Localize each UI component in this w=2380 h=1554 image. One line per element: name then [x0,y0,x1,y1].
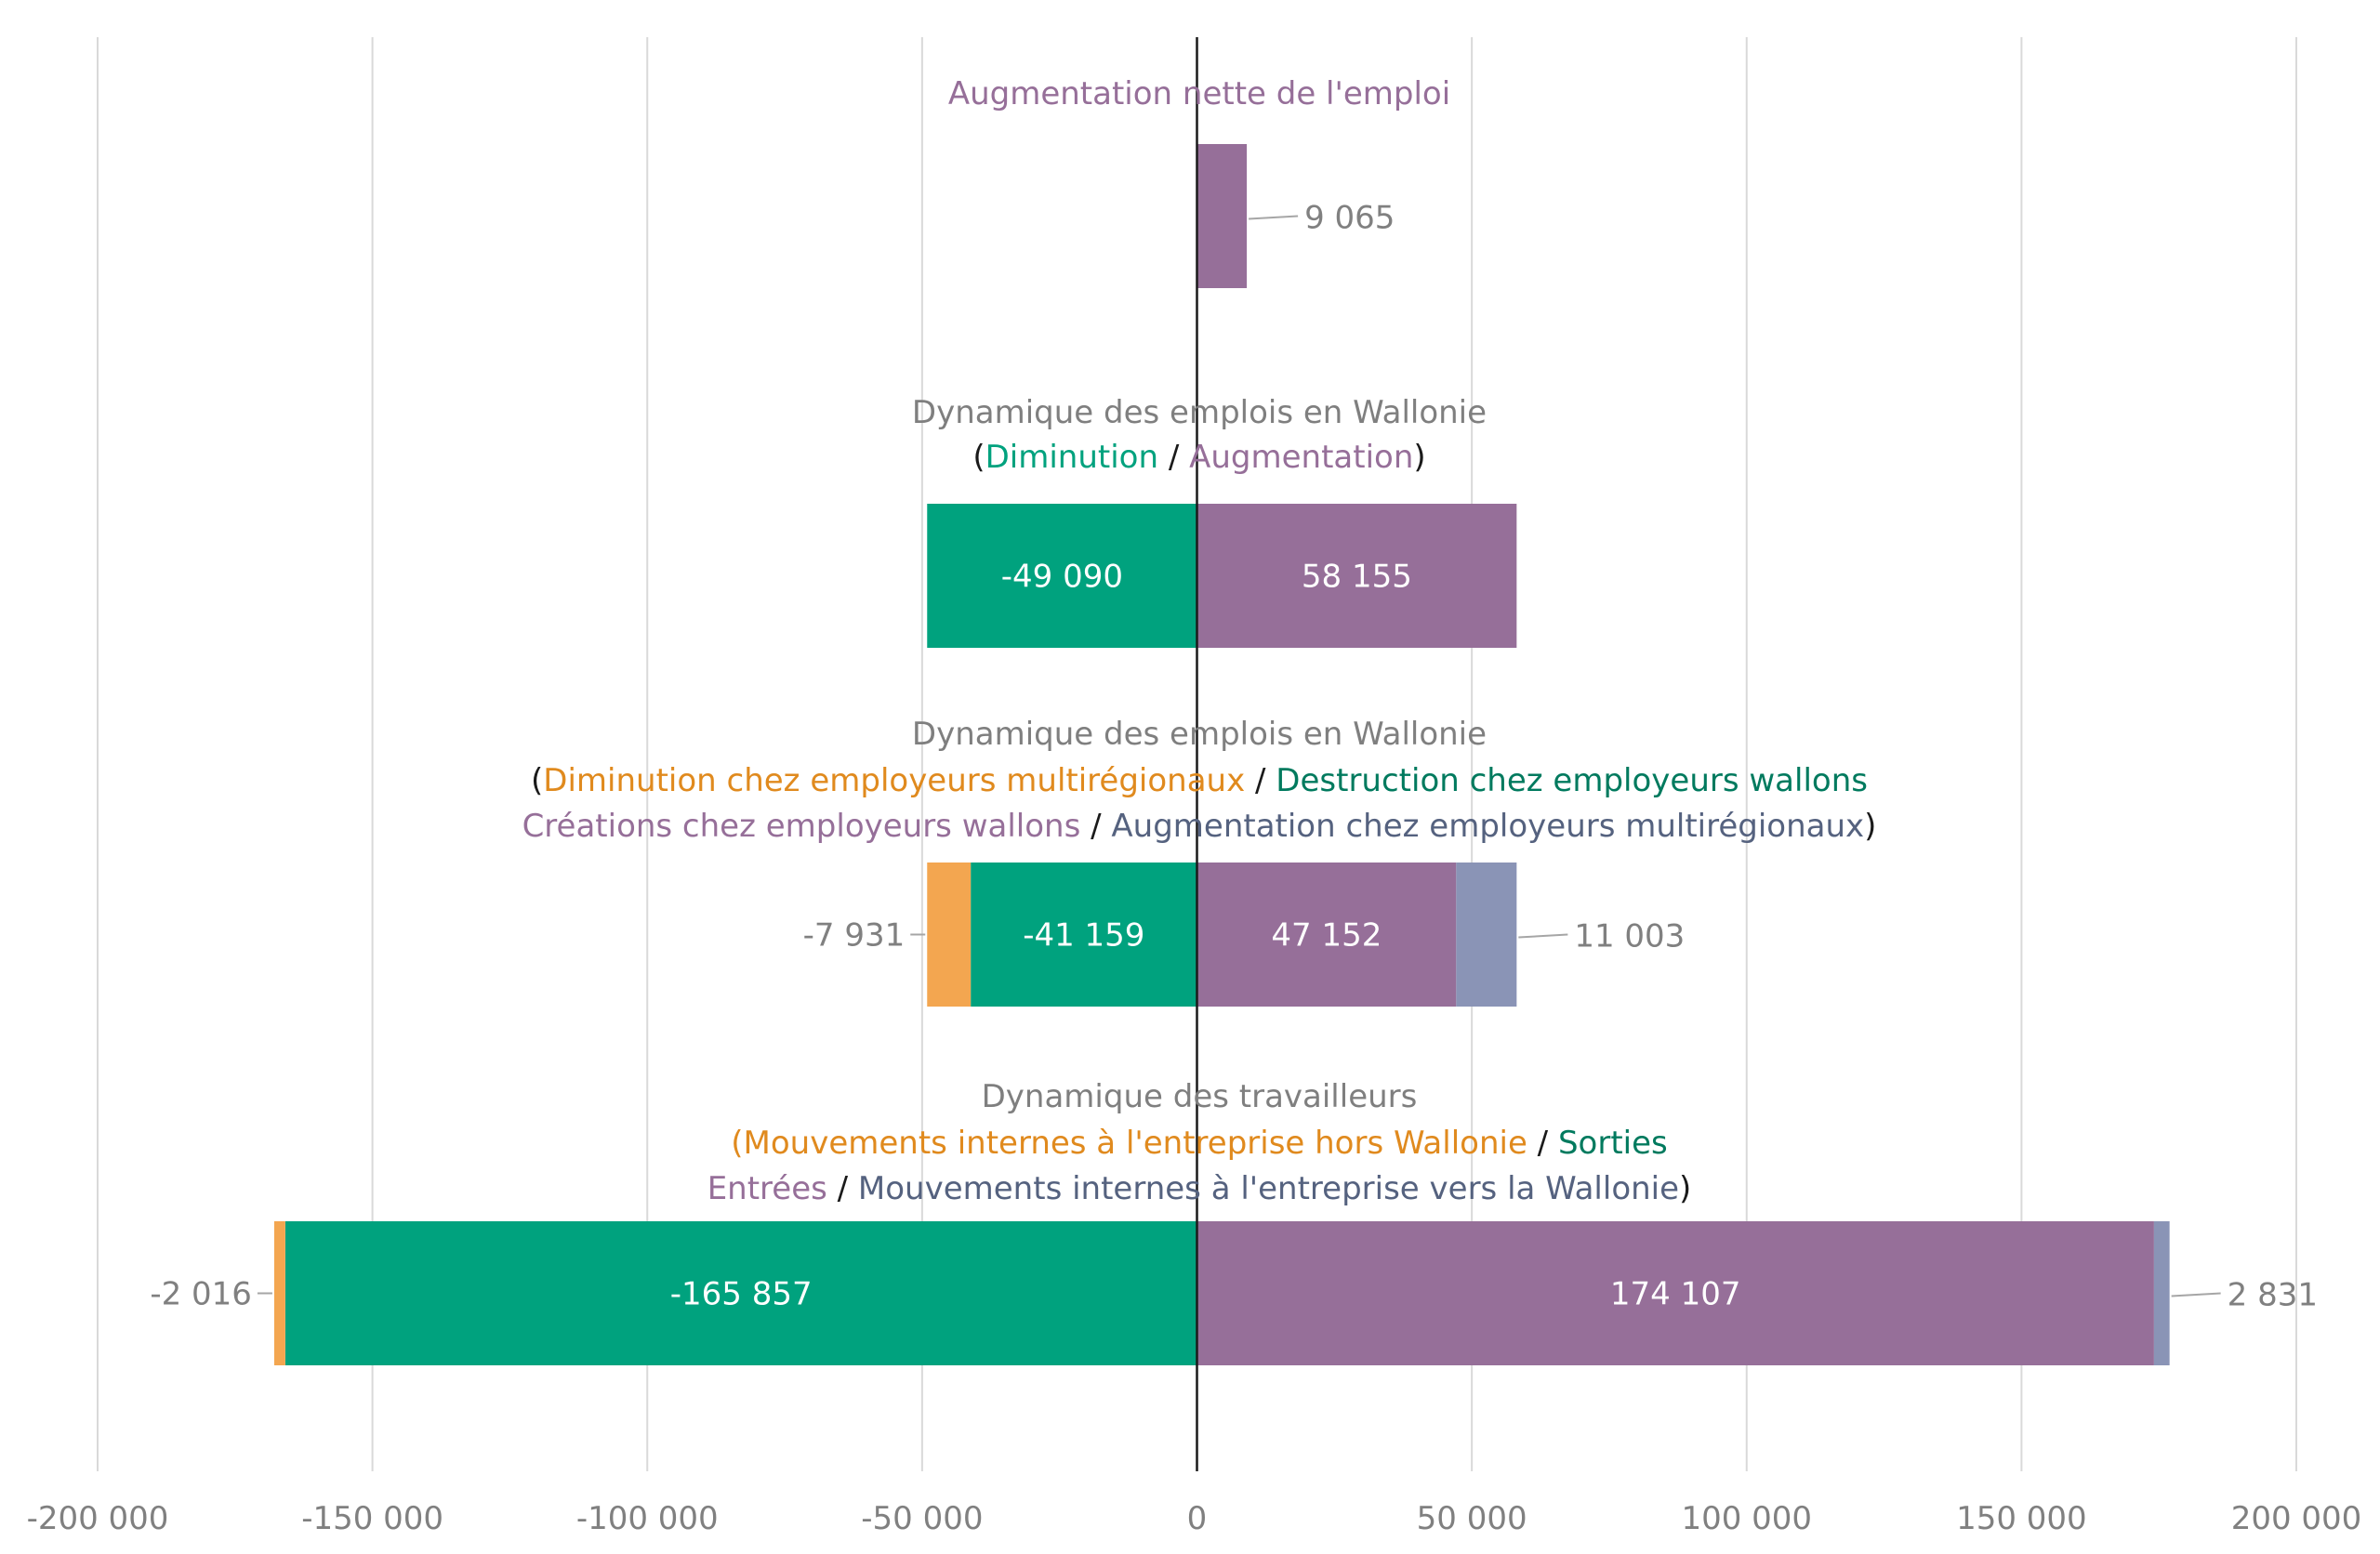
data-label: -41 159 [1023,917,1144,955]
bar-segment [927,863,972,1007]
data-label: 9 065 [1304,200,1395,237]
bars [273,37,2170,1471]
x-axis: -200 000 -150 000 -100 000 -50 000 0 50 000 10… [27,1500,2362,1537]
bar-segment [273,1221,285,1365]
group-title-line: (Diminution chez employeurs multirégiona… [531,762,1868,799]
bar-segment [2153,1221,2170,1365]
group-title-run: / [1245,762,1276,799]
x-tick-label: 50 000 [1417,1500,1527,1537]
bar-segment [1197,1221,2154,1365]
bar-segment [1456,863,1517,1007]
group-title-run: Créations chez employeurs wallons [522,808,1081,845]
group-titles: Augmentation nette de l'emploi Dynamique … [522,75,1877,1207]
data-labels: 9 065 -49 090 58 155 -41 159 -7 931 47 152 11 … [150,200,2318,1314]
data-label: -49 090 [1001,559,1123,596]
group-title-run: ) [1413,439,1425,476]
group-title-run: / [827,1170,858,1207]
group-title-run: ( [972,439,985,476]
group-title-run: Augmentation chez employeurs multirégion… [1111,808,1864,845]
group-title-line: (Diminution / Augmentation) [972,439,1425,476]
data-label: -2 016 [150,1276,252,1313]
group-title-run: / [1158,439,1189,476]
bar-segment [1197,863,1457,1007]
data-label: 47 152 [1271,917,1382,955]
group-title-run: ) [1679,1170,1691,1207]
group-title-run: Dynamique des travailleurs [982,1078,1418,1115]
group-title-run: Destruction chez employeurs wallons [1276,762,1868,799]
group-title-run: ) [1864,808,1876,845]
x-tick-label: -100 000 [576,1500,719,1537]
group-title-run: / [1527,1125,1558,1162]
x-tick-label: 100 000 [1681,1500,1812,1537]
group-title-run: (Mouvements internes à l'entreprise hors… [731,1125,1527,1162]
bar-segment [971,863,1197,1007]
label-leader-line [1518,933,1568,939]
data-label: 58 155 [1302,559,1412,596]
group-title-line: Entrées / Mouvements internes à l'entrep… [707,1170,1692,1207]
bar-segment [927,504,1197,648]
gridlines [97,37,2297,1471]
group-title-run: Diminution chez employeurs multirégionau… [543,762,1245,799]
bar-segment [284,1221,1197,1365]
group-title-line: Augmentation nette de l'emploi [948,75,1450,112]
group-title-run: / [1080,808,1111,845]
x-tick-label: 0 [1187,1500,1208,1537]
data-label: 2 831 [2228,1277,2318,1314]
data-label: 11 003 [1574,918,1685,955]
x-tick-label: 150 000 [1956,1500,2087,1537]
group-title-run: Diminution [985,439,1158,476]
group-title-line: Dynamique des emplois en Wallonie [912,716,1487,753]
label-leader-line [2171,1292,2221,1297]
x-tick-label: -50 000 [861,1500,983,1537]
group-title-line: (Mouvements internes à l'entreprise hors… [731,1125,1667,1162]
bar-segment [1197,144,1248,288]
group-title-run: Entrées [707,1170,827,1207]
data-label: -165 857 [670,1276,813,1313]
group-title-line: Créations chez employeurs wallons / Augm… [522,808,1877,845]
bar-segment [1197,504,1517,648]
group-title-run: Dynamique des emplois en Wallonie [912,716,1487,753]
group-title-run: Mouvements internes à l'entreprise vers … [858,1170,1679,1207]
label-leader-line [1249,215,1299,220]
group-title-run: ( [531,762,543,799]
x-tick-label: -200 000 [27,1500,169,1537]
group-title-line: Dynamique des emplois en Wallonie [912,394,1487,431]
data-label: -7 931 [803,917,906,955]
x-tick-label: -150 000 [301,1500,443,1537]
group-title-run: Dynamique des emplois en Wallonie [912,394,1487,431]
group-title-run: Sorties [1558,1125,1668,1162]
group-title-run: Augmentation nette de l'emploi [948,75,1450,112]
data-label: 174 107 [1610,1276,1741,1313]
group-title-line: Dynamique des travailleurs [982,1078,1418,1115]
group-title-run: Augmentation [1189,439,1413,476]
x-tick-label: 200 000 [2231,1500,2362,1537]
